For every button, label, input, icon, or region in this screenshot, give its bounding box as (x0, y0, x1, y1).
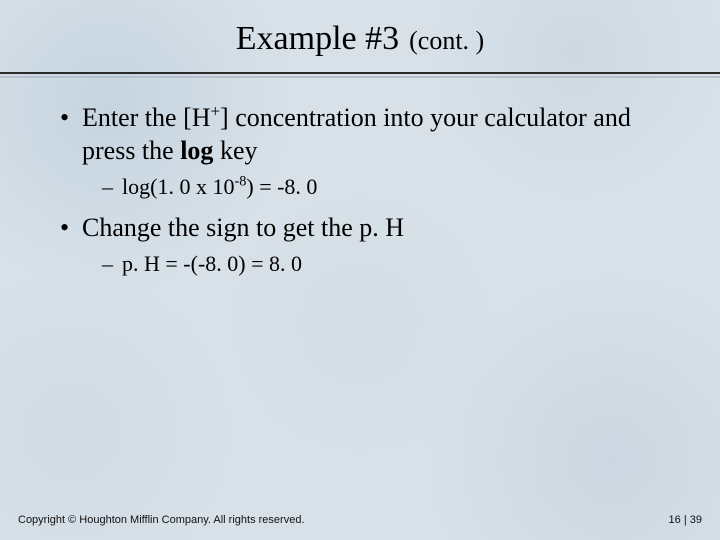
bullet-list: Enter the [H+] concentration into your c… (60, 102, 660, 279)
sub-pre: log(1. 0 x 10 (122, 174, 234, 199)
bullet-item: Enter the [H+] concentration into your c… (60, 102, 660, 202)
sub-pre: p. H = -(-8. 0) = 8. 0 (122, 251, 302, 276)
bullet-text-post: key (213, 136, 257, 165)
sub-item: p. H = -(-8. 0) = 8. 0 (82, 250, 660, 279)
sub-post: ) = -8. 0 (246, 174, 317, 199)
bullet-text-pre: Enter the [H (82, 103, 211, 132)
bullet-sup: + (211, 101, 221, 120)
bullet-text-pre: Change the sign to get the p. H (82, 213, 404, 242)
sub-sup: -8 (234, 174, 246, 190)
sub-list: log(1. 0 x 10-8) = -8. 0 (82, 173, 660, 202)
sub-item: log(1. 0 x 10-8) = -8. 0 (82, 173, 660, 202)
page-number: 16 | 39 (669, 514, 702, 526)
copyright-text: Copyright © Houghton Mifflin Company. Al… (18, 514, 305, 526)
sub-list: p. H = -(-8. 0) = 8. 0 (82, 250, 660, 279)
bullet-bold: log (180, 136, 213, 165)
bullet-item: Change the sign to get the p. H p. H = -… (60, 212, 660, 279)
slide: Example #3 (cont. ) Enter the [H+] conce… (0, 0, 720, 540)
title-wrap: Example #3 (cont. ) (0, 20, 720, 72)
divider-dark (0, 72, 720, 74)
slide-title: Example #3 (236, 20, 399, 57)
content-area: Enter the [H+] concentration into your c… (0, 78, 720, 279)
slide-subtitle: (cont. ) (409, 26, 484, 55)
footer: Copyright © Houghton Mifflin Company. Al… (18, 514, 702, 526)
